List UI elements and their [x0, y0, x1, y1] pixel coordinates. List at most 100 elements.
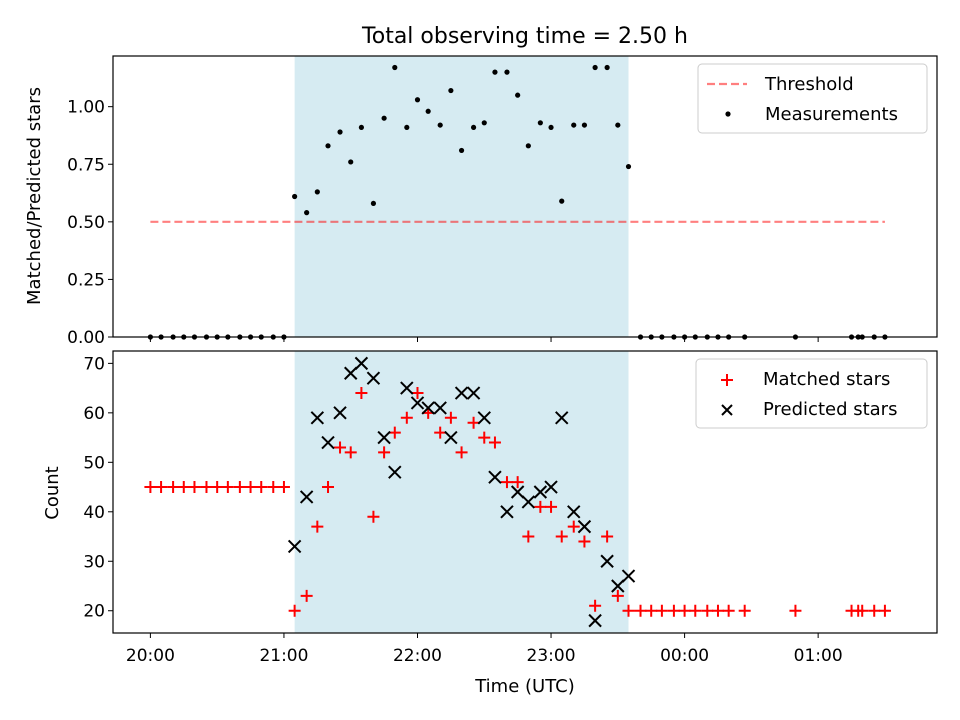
y-tick-label: 0.25 [67, 270, 105, 290]
matched-star-point [311, 520, 324, 533]
predicted-star-point [433, 401, 447, 415]
matched-star-point [322, 481, 335, 494]
top-panel: 0.00 0.25 0.50 0.75 1.00 [67, 55, 938, 348]
measurement-point [458, 147, 465, 154]
predicted-star-point [577, 519, 592, 534]
bottom-y-axis-label: Count [42, 466, 63, 519]
x-tick-label: 01:00 [794, 646, 843, 666]
matched-star-point [488, 436, 501, 449]
matched-star-point [701, 604, 714, 617]
predicted-star-point [354, 356, 369, 371]
matched-star-point [388, 426, 401, 439]
measurement-point [414, 97, 421, 103]
matched-star-point [277, 481, 290, 494]
matched-star-point [678, 604, 691, 617]
predicted-star-point [310, 411, 325, 425]
measurement-point [548, 124, 554, 131]
measurement-point [404, 124, 410, 131]
measurement-point [448, 87, 454, 94]
predicted-star-point [521, 495, 536, 509]
matched-star-point [411, 387, 424, 400]
x-tick-label: 23:00 [527, 646, 576, 666]
predicted-star-point [611, 579, 625, 593]
predicted-star-point [533, 485, 548, 499]
chart-title: Total observing time = 2.50 h [361, 24, 688, 49]
matched-legend-marker [721, 374, 733, 386]
measurement-point [381, 115, 387, 121]
matched-star-point [689, 604, 702, 617]
y-tick-label: 70 [83, 354, 105, 374]
y-tick-label: 0.00 [67, 328, 105, 348]
matched-star-point [667, 604, 680, 617]
matched-star-point [500, 476, 513, 489]
measurement-point [437, 122, 443, 128]
matched-star-point [511, 476, 524, 489]
matched-star-point [655, 604, 668, 617]
y-tick-label: 20 [83, 602, 105, 622]
top-legend-box [697, 63, 928, 134]
top-y-axis-label: Matched/Predicted stars [24, 87, 45, 305]
x-tick-label: 00:00 [660, 646, 709, 666]
matched-star-point [344, 446, 357, 459]
predicted-star-point [600, 554, 614, 568]
matched-star-point [355, 387, 368, 400]
bottom-panel: 20 30 40 50 60 70 20:00 21:00 22:00 23:00 00:00 01:… [83, 350, 938, 666]
matched-star-point [645, 604, 658, 617]
matched-star-point [244, 481, 257, 494]
matched-star-point [567, 520, 580, 533]
legend-threshold-label: Threshold [764, 74, 854, 95]
predicted-star-point [444, 430, 458, 445]
matched-star-point [334, 441, 347, 454]
measurement-point [325, 143, 331, 149]
observing-window-shade [294, 56, 629, 337]
measurement-point [571, 122, 577, 128]
matched-star-point [878, 604, 891, 617]
matched-star-point [300, 589, 313, 602]
measurement-point [525, 143, 531, 149]
matched-star-point [555, 530, 568, 543]
measurement-point [537, 120, 543, 126]
legend-predicted-label: Predicted stars [763, 399, 897, 420]
matched-star-point [167, 481, 180, 494]
matched-star-point [589, 599, 602, 612]
predicted-star-point [500, 505, 514, 519]
matched-star-point [578, 535, 591, 548]
measurement-point [370, 200, 377, 207]
measurement-point [592, 64, 598, 71]
matched-star-point [601, 530, 614, 543]
matched-star-point [868, 604, 881, 617]
measurement-point [314, 189, 320, 195]
measurement-point [348, 159, 354, 165]
matched-star-point [233, 481, 246, 494]
predicted-star-point [400, 381, 414, 395]
matched-star-point [188, 481, 201, 494]
measurement-point [492, 69, 498, 75]
predicted-star-point [621, 569, 636, 583]
predicted-star-point [287, 539, 302, 554]
measurement-legend-marker [725, 111, 731, 117]
matched-star-point [738, 604, 751, 617]
measurement-point [615, 122, 621, 128]
matched-star-point [522, 530, 535, 543]
matched-star-point [267, 481, 280, 494]
matched-star-point [789, 604, 802, 617]
measurement-point [392, 64, 398, 71]
matched-star-point [444, 411, 457, 424]
matched-star-point [611, 589, 624, 602]
measurement-point [604, 64, 610, 71]
predicted-star-point [567, 505, 581, 519]
y-tick-label: 40 [83, 503, 105, 523]
predicted-star-point [333, 406, 347, 420]
predicted-star-point [555, 411, 569, 425]
y-tick-label: 50 [83, 453, 105, 473]
predicted-star-point [510, 485, 525, 499]
predicted-star-point [344, 366, 358, 380]
predicted-star-point [454, 386, 469, 400]
measurement-point [304, 210, 310, 216]
measurement-point [504, 69, 510, 75]
measurement-point [337, 129, 343, 135]
matched-star-point [211, 481, 224, 494]
x-tick-label: 20:00 [126, 646, 175, 666]
measurement-point [425, 108, 431, 114]
